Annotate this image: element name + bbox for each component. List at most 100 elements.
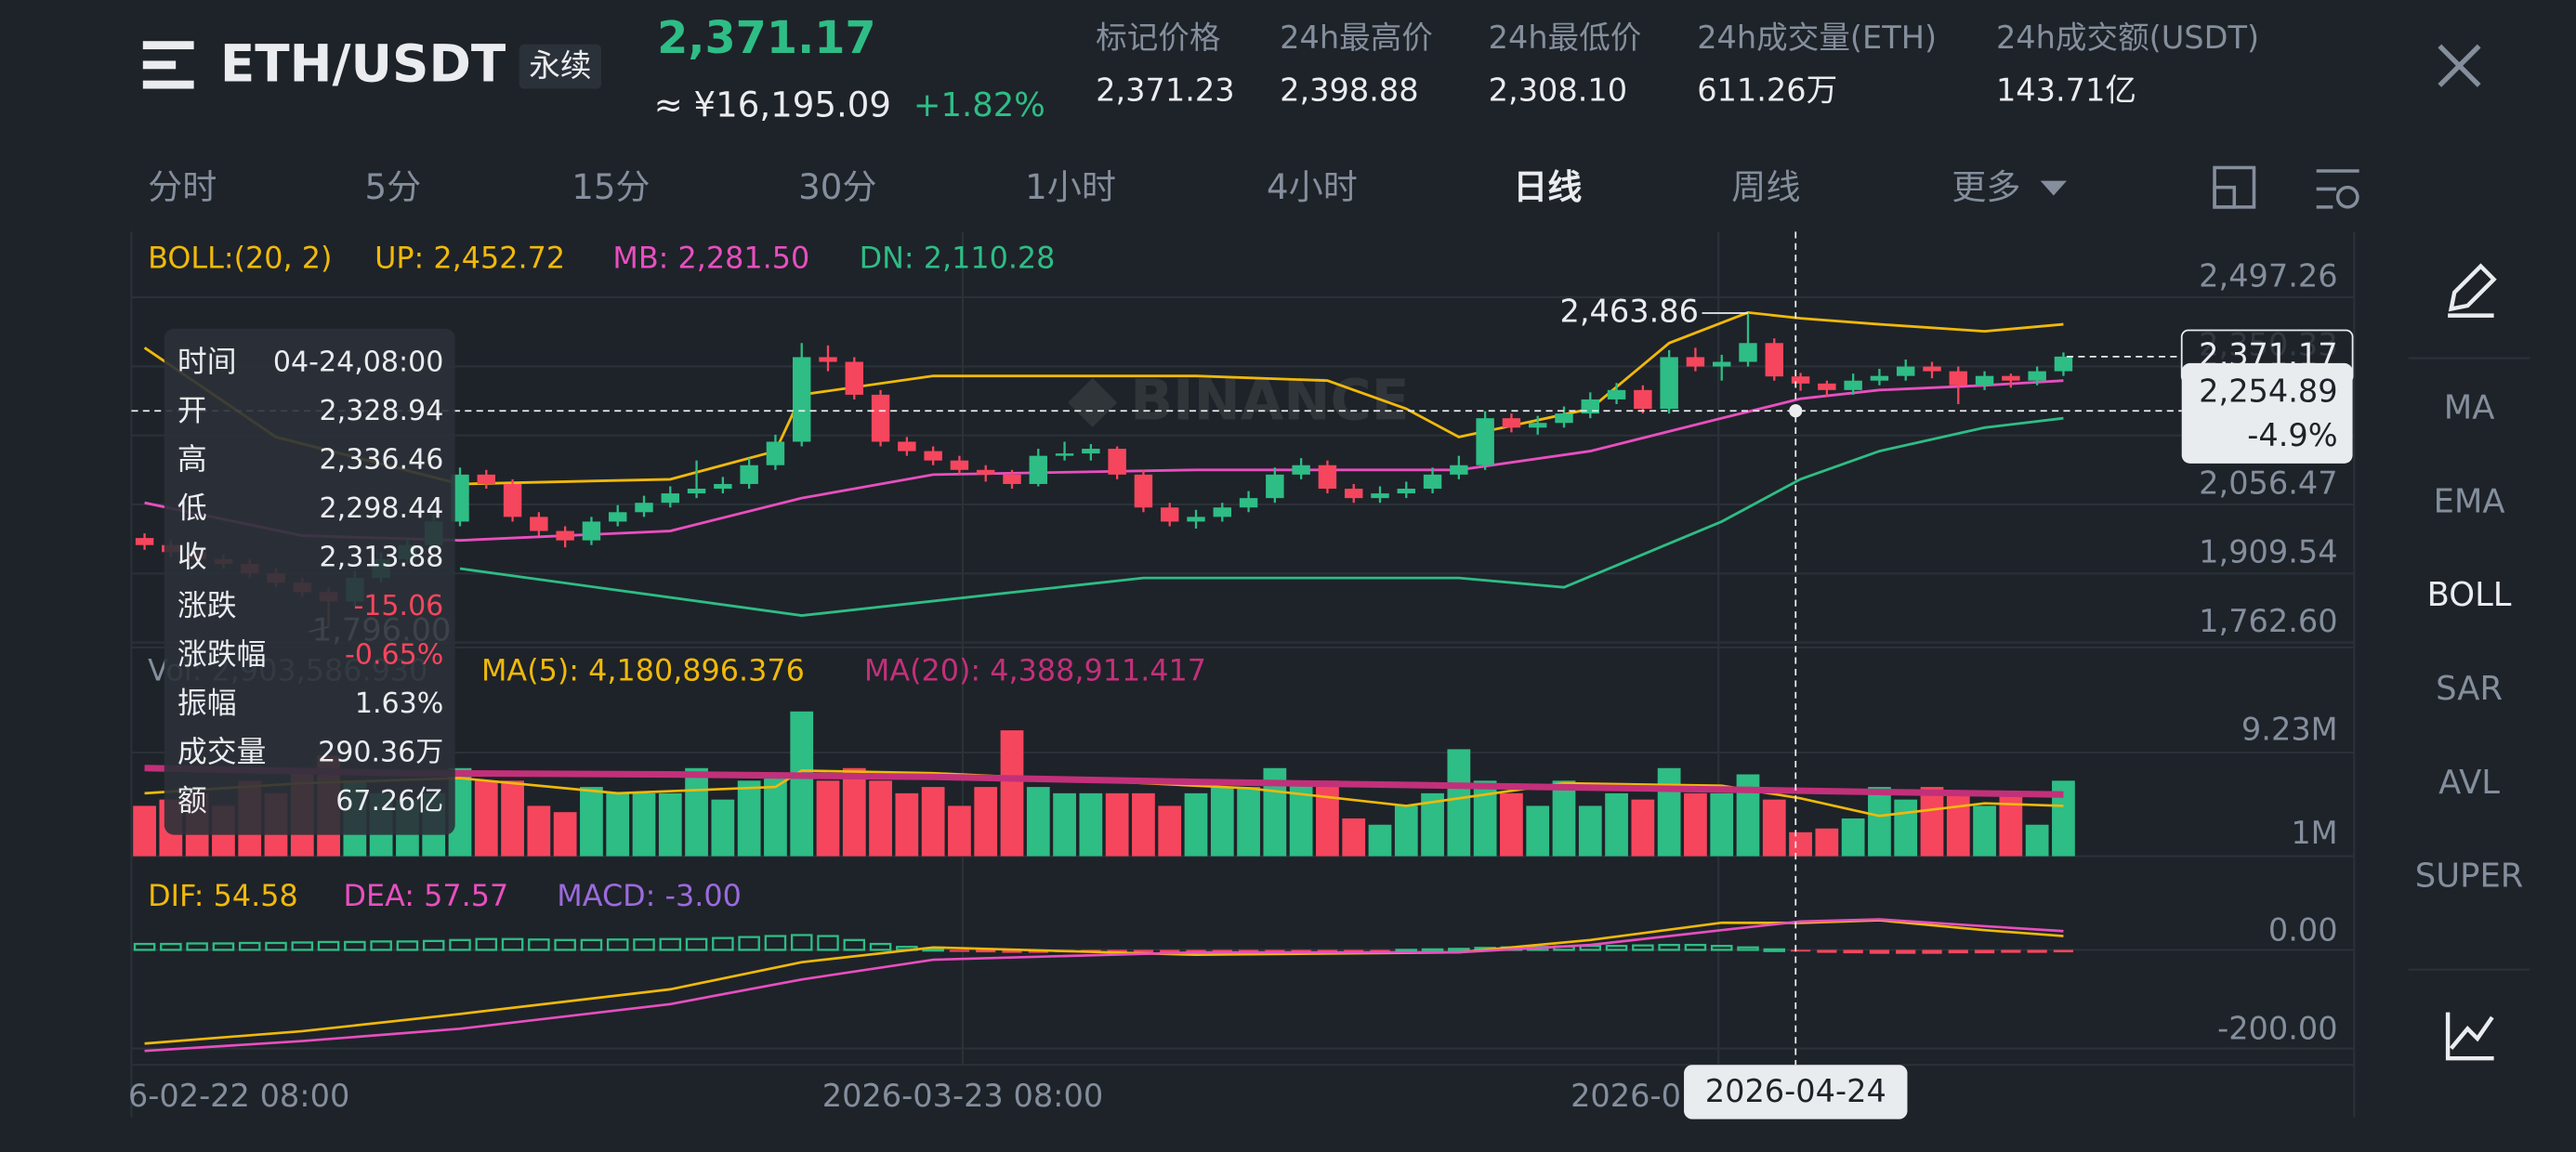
tooltip-label: 涨跌幅 [177,636,266,672]
tooltip-label: 成交量 [177,734,266,769]
tooltip-label: 额 [177,783,207,818]
candle-body [1397,489,1416,494]
y-tick-label: 1,762.60 [2199,603,2337,639]
volume-bar [658,792,682,857]
fullscreen-icon[interactable] [2213,165,2256,209]
candle-body [1134,474,1153,508]
timeframe-tab[interactable]: 30分 [798,167,876,207]
macd-bar [1291,949,1311,952]
indicator-button[interactable]: EMA [2434,482,2505,520]
macd-bar [790,934,813,951]
macd-bar [1710,945,1733,951]
volume-bar [1394,805,1418,857]
macd-bar [1265,949,1285,952]
tooltip-value: 04-24,08:00 [273,346,443,378]
macd-bar [976,949,996,953]
indicator-line [143,310,2064,486]
candle-body [1108,449,1126,475]
indicator-button[interactable]: AVL [2438,764,2500,802]
macd-bar [1632,944,1654,951]
icon-gear [2335,185,2359,209]
volume-bar [133,805,156,857]
candle-body [1528,423,1547,428]
volume-bar [842,767,866,857]
candle-body [1607,389,1626,399]
tooltip-label: 时间 [177,344,237,379]
candle-body [819,357,837,362]
stat-value: 2,371.23 [1096,72,1234,109]
volume-bar [2025,824,2049,857]
candle-body [635,503,653,513]
candle-body [792,357,811,442]
stat-value: 2,398.88 [1280,72,1418,109]
volume-bar [580,787,603,857]
volume-bar [895,792,919,857]
volume-bar [553,812,577,857]
macd-bar [1002,949,1022,953]
legend-entry: MB: 2,281.50 [612,240,809,275]
macd-bar [1869,949,1890,954]
pencil-shape [2448,263,2497,312]
indicator-button[interactable]: MA [2444,388,2495,426]
dropdown-arrow [2040,180,2067,196]
legend-entry: DIF: 54.58 [148,878,298,913]
timeframe-tab[interactable]: 1小时 [1025,167,1116,207]
tooltip-label: 低 [177,491,207,526]
candle-body [451,474,469,522]
candle-body [1055,453,1074,456]
volume-bar [869,780,892,857]
indicator-button[interactable]: SUPER [2415,857,2524,896]
candle-body [1949,371,1968,386]
timeframe-tab[interactable]: 日线 [1513,167,1582,207]
y-tick-label: 2,497.26 [2199,257,2337,294]
macd-bar [685,937,708,951]
macd-bar [554,938,576,951]
macd-bar [212,942,235,951]
timeframe-tab[interactable]: 更多 [1952,167,2020,207]
stat-value: 611.26万 [1697,72,1837,109]
close-icon[interactable] [2438,44,2481,87]
candle-body [871,394,890,442]
candle-body [1896,366,1915,376]
legend-entry: BOLL:(20, 2) [148,240,332,275]
crosshair-date: 2026-04-24 [1705,1073,1886,1109]
stat-label: 24h成交量(ETH) [1697,20,1937,56]
candle-body [950,460,969,470]
tooltip-value: 2,298.44 [320,492,444,525]
volume-bar [1079,792,1103,857]
timeframe-tab[interactable]: 周线 [1731,167,1800,207]
volume-bar [1053,792,1076,857]
macd-bar [1238,949,1259,952]
timeframe-tab[interactable]: 5分 [364,167,421,207]
pencil-icon[interactable] [2448,263,2497,318]
candle-body [1844,380,1862,390]
candle-body [1423,474,1442,490]
volume-bar [1868,787,1891,857]
candle-body [1371,493,1389,499]
tooltip-value: 2,328.94 [320,395,444,427]
timeframe-tab[interactable]: 15分 [572,167,650,207]
menu-icon[interactable] [142,41,194,89]
tooltip-value: -0.65% [345,639,443,672]
volume-bar [816,780,840,857]
candle-body [1634,389,1652,410]
candle-body [687,489,706,494]
macd-bar [291,941,314,951]
timeframe-tab[interactable]: 4小时 [1267,167,1358,207]
stat-value: 143.71亿 [1996,72,2136,109]
chart-icon[interactable] [2445,1012,2494,1061]
macd-bar [580,938,603,951]
indicator-button[interactable]: SAR [2436,670,2503,708]
legend-entry: DN: 2,110.28 [860,240,1056,275]
indicator-button[interactable]: BOLL [2427,576,2512,614]
tooltip-label: 高 [177,441,207,477]
settings-icon[interactable] [2316,169,2359,209]
timeframe-tab[interactable]: 分时 [148,167,217,207]
volume-bar [1184,792,1208,857]
candle-body [1975,375,1994,386]
macd-bar [344,940,366,951]
menu-bar [142,60,177,70]
price-cny: ≈ ¥16,195.09 [654,85,891,124]
volume-bar [1500,792,1523,857]
volume-bar [606,792,630,857]
